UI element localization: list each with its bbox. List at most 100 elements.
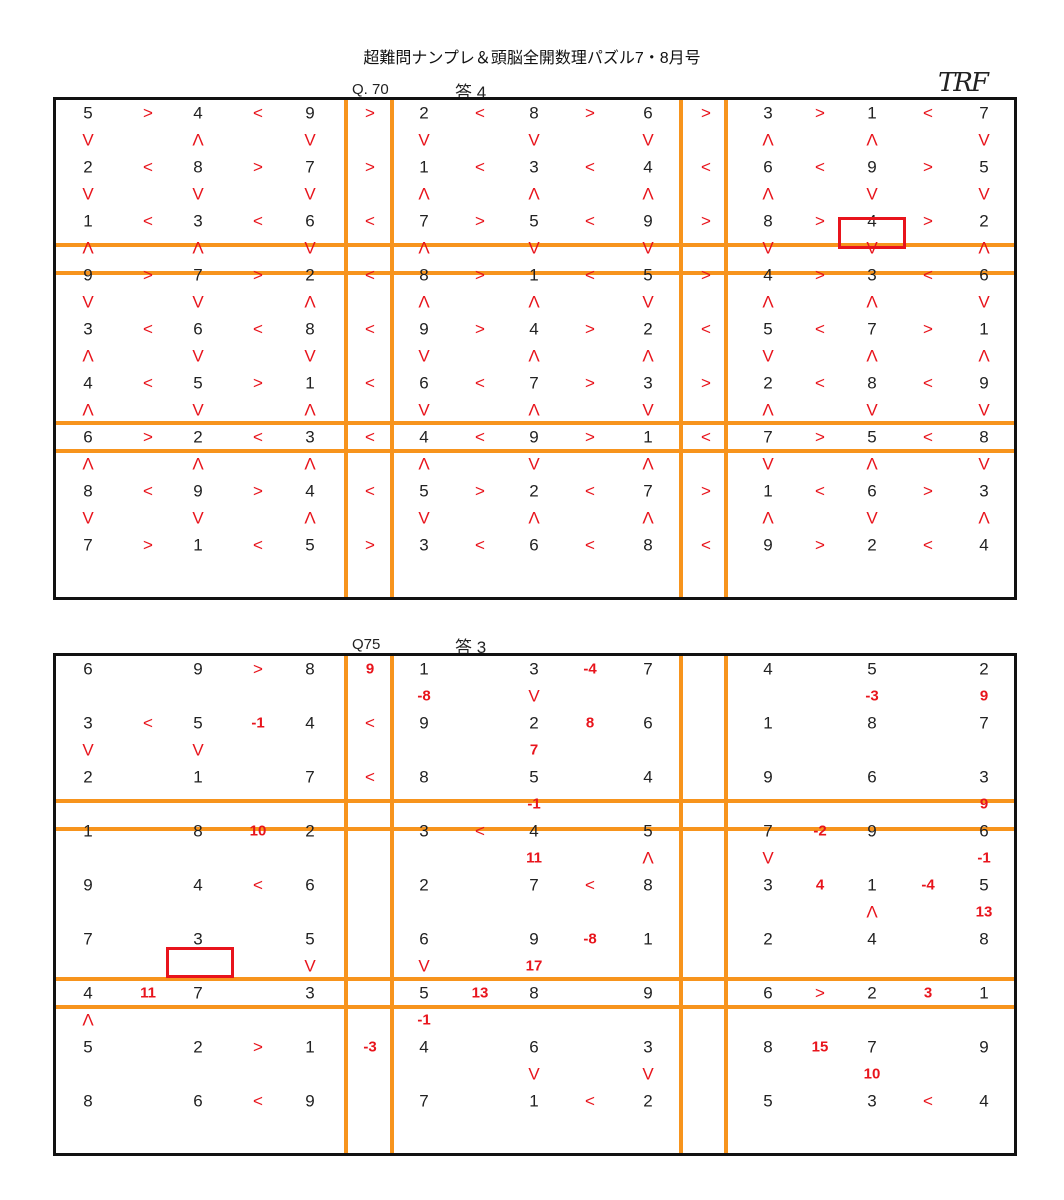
cell-digit: 9 (529, 929, 539, 949)
cell-digit: 6 (763, 157, 773, 177)
inequality-sign: V (192, 400, 204, 420)
inequality-sign: > (253, 373, 263, 393)
cell-digit: 1 (979, 983, 989, 1003)
box-border (724, 100, 728, 597)
difference-clue: -1 (417, 1011, 431, 1029)
cell-digit: 9 (979, 1037, 989, 1057)
difference-clue: -4 (583, 660, 597, 678)
cell-digit: 8 (305, 659, 315, 679)
cell-digit: 4 (529, 821, 539, 841)
inequality-sign: < (143, 481, 153, 501)
cell-digit: 6 (419, 929, 429, 949)
inequality-sign: V (304, 184, 316, 204)
inequality-sign: < (923, 103, 933, 123)
cell-digit: 9 (83, 875, 93, 895)
puzzle2-label: Q75 (352, 636, 381, 653)
box-border (56, 827, 1014, 831)
inequality-sign: > (923, 481, 933, 501)
puzzle1-board: 5 >4 <9 >2 <8 >6 >3 >1 <7 V Λ V V V V Λ Λ V 2 <8 >7 >1 <3 <4 <6 <… (53, 97, 1017, 600)
cell-digit: 3 (867, 265, 877, 285)
inequality-sign: > (365, 157, 375, 177)
cell-digit: 7 (643, 659, 653, 679)
inequality-sign: > (475, 265, 485, 285)
box-border (56, 421, 1014, 425)
cell-digit: 2 (83, 767, 93, 787)
cell-digit: 4 (979, 1091, 989, 1111)
inequality-sign: > (701, 103, 711, 123)
cell-digit: 9 (979, 373, 989, 393)
cell-digit: 6 (529, 535, 539, 555)
cell-digit: 2 (305, 821, 315, 841)
inequality-sign: > (475, 211, 485, 231)
cell-digit: 5 (763, 319, 773, 339)
difference-clue: 9 (979, 687, 989, 705)
inequality-sign: < (365, 427, 375, 447)
cell-digit: 2 (867, 535, 877, 555)
inequality-sign: Λ (304, 508, 316, 528)
cell-digit: 5 (305, 535, 315, 555)
cell-digit: 5 (643, 821, 653, 841)
cell-digit: 7 (763, 821, 773, 841)
cell-digit: 5 (83, 103, 93, 123)
inequality-sign: Λ (978, 508, 990, 528)
difference-clue: 4 (815, 876, 825, 894)
cell-digit: 2 (419, 103, 429, 123)
puzzle2-answer: 答 3 (455, 638, 487, 657)
cell-digit: 9 (643, 983, 653, 1003)
cell-digit: 3 (763, 875, 773, 895)
cell-digit: 1 (529, 265, 539, 285)
inequality-sign: V (642, 292, 654, 312)
inequality-sign: < (815, 157, 825, 177)
inequality-sign: < (585, 265, 595, 285)
inequality-sign: V (528, 238, 540, 258)
cell-digit: 3 (193, 211, 203, 231)
difference-clue: 13 (471, 984, 489, 1002)
cell-digit: 6 (529, 1037, 539, 1057)
cell-digit: 2 (979, 211, 989, 231)
difference-clue: 10 (863, 1065, 881, 1083)
inequality-sign: > (815, 983, 825, 1003)
inequality-sign: Λ (762, 508, 774, 528)
cell-digit: 3 (419, 821, 429, 841)
inequality-sign: Λ (866, 346, 878, 366)
inequality-sign: < (143, 211, 153, 231)
inequality-sign: V (192, 184, 204, 204)
inequality-sign: V (192, 740, 204, 760)
inequality-sign: < (143, 319, 153, 339)
inequality-sign: < (475, 535, 485, 555)
inequality-sign: < (475, 427, 485, 447)
cell-digit: 7 (529, 875, 539, 895)
inequality-sign: > (701, 373, 711, 393)
inequality-sign: > (475, 481, 485, 501)
inequality-sign: V (642, 1064, 654, 1084)
inequality-sign: < (475, 157, 485, 177)
cell-digit: 1 (643, 427, 653, 447)
inequality-sign: Λ (192, 130, 204, 150)
inequality-sign: < (143, 157, 153, 177)
cell-digit: 5 (643, 265, 653, 285)
inequality-sign: Λ (82, 400, 94, 420)
inequality-sign: < (923, 1091, 933, 1111)
inequality-sign: V (978, 400, 990, 420)
cell-digit: 1 (763, 713, 773, 733)
inequality-sign: < (585, 1091, 595, 1111)
inequality-sign: > (815, 103, 825, 123)
inequality-sign: > (923, 319, 933, 339)
difference-clue: 10 (249, 822, 267, 840)
inequality-sign: > (701, 481, 711, 501)
cell-digit: 6 (193, 319, 203, 339)
cell-digit: 2 (305, 265, 315, 285)
inequality-sign: < (253, 1091, 263, 1111)
page-title: 超難問ナンプレ＆頭脳全開数理パズル7・8月号 (363, 50, 701, 67)
cell-digit: 8 (867, 713, 877, 733)
inequality-sign: < (701, 157, 711, 177)
difference-clue: 9 (979, 795, 989, 813)
inequality-sign: V (762, 848, 774, 868)
cell-digit: 2 (763, 373, 773, 393)
inequality-sign: < (365, 481, 375, 501)
inequality-sign: > (143, 535, 153, 555)
inequality-sign: > (253, 659, 263, 679)
inequality-sign: V (866, 184, 878, 204)
cell-digit: 5 (193, 373, 203, 393)
cell-digit: 8 (763, 211, 773, 231)
